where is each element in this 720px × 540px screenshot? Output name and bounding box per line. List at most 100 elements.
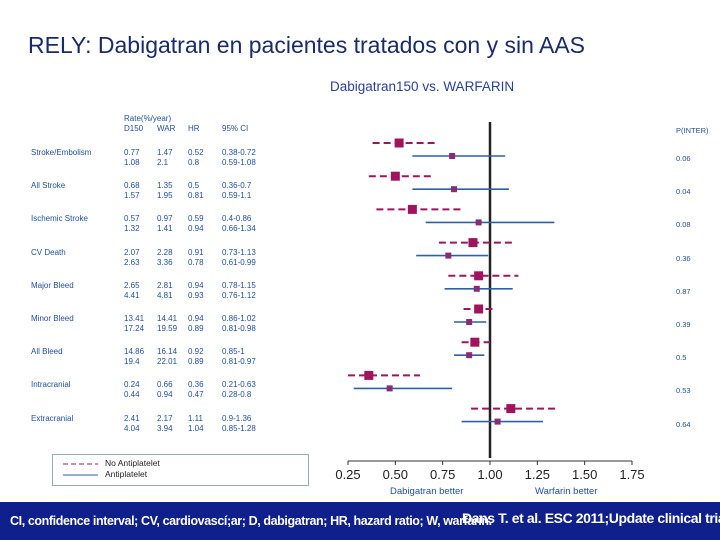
cell-war: 2.28 [157,247,173,257]
cell-ci: 0.59-1.1 [222,191,252,201]
cell-d150: 2.41 [124,413,140,423]
point-antiplatelet [494,418,501,425]
point-no-antiplatelet [470,337,480,347]
cell-d150: 1.08 [124,158,140,167]
cell-ci: 0.81-0.98 [222,324,256,333]
p-interaction: 0.08 [676,220,691,230]
x-tick-label: 1.00 [477,467,503,482]
cell-d150: 0.44 [124,390,140,400]
p-interaction: 0.04 [676,187,691,197]
cell-ci: 0.78-1.15 [222,280,256,290]
cell-ci: 0.36-0.7 [222,181,252,191]
point-antiplatelet [466,319,473,325]
row-label: Extracranial [31,413,74,423]
col-header-hr: HR [188,124,200,133]
cell-ci: 0.28-0.8 [222,390,252,400]
cell-d150: 4.41 [124,290,140,300]
col-header-ci: 95% CI [222,124,249,133]
x-tick-label: 0.75 [430,467,456,482]
cell-ci: 0.85-1 [222,347,245,357]
cell-war: 3.94 [157,423,173,433]
cell-ci: 0.73-1.13 [222,247,256,257]
cell-hr: 0.93 [188,290,204,300]
cell-d150: 0.68 [124,181,140,191]
cell-war: 14.41 [157,314,178,323]
cell-ci: 0.85-1.28 [222,423,256,433]
x-tick-label: 1.75 [619,467,645,482]
cell-hr: 0.94 [188,314,204,323]
row-label: All Bleed [31,347,63,357]
point-antiplatelet [466,352,473,359]
cell-d150: 0.24 [124,380,140,390]
p-interaction: 0.06 [676,154,691,163]
slide-title: RELY: Dabigatran en pacientes tratados c… [28,32,586,58]
point-antiplatelet [449,153,456,159]
row-label: Intracranial [31,380,71,390]
cell-hr: 0.92 [188,347,204,357]
p-interaction: 0.36 [676,253,691,263]
cell-war: 4.81 [157,290,173,300]
legend-antiplatelet: Antiplatelet [105,469,148,479]
legend: No Antiplatelet Antiplatelet [52,454,309,486]
cell-war: 0.97 [157,214,173,224]
cell-war: 3.36 [157,257,173,267]
cell-war: 19.59 [157,324,178,333]
point-no-antiplatelet [390,171,400,181]
cell-d150: 17.24 [124,324,145,333]
row-label: Minor Bleed [31,314,74,323]
cell-d150: 2.65 [124,280,140,290]
cell-war: 16.14 [157,347,178,357]
p-interaction: 0.87 [676,286,691,296]
cell-ci: 0.21-0.63 [222,380,256,390]
p-interaction-header: P(INTER) [676,126,709,135]
cell-d150: 14.86 [124,347,145,357]
point-no-antiplatelet [468,238,478,248]
cell-war: 2.17 [157,413,173,423]
cell-d150: 19.4 [124,357,140,367]
cell-d150: 0.57 [124,214,140,224]
cell-war: 22.01 [157,357,178,367]
point-no-antiplatelet [364,370,374,380]
point-antiplatelet [451,186,458,193]
point-antiplatelet [386,385,393,392]
cell-hr: 0.78 [188,257,204,267]
cell-hr: 0.81 [188,191,204,201]
x-label-right: Warfarin better [535,486,598,497]
cell-hr: 0.94 [188,280,204,290]
row-label: Ischemic Stroke [31,214,88,224]
cell-hr: 0.89 [188,324,204,333]
cell-ci: 0.81-0.97 [222,357,256,367]
point-no-antiplatelet [474,271,484,281]
cell-hr: 1.11 [188,413,203,423]
cell-ci: 0.9-1.36 [222,413,252,423]
cell-hr: 0.52 [188,148,204,157]
cell-hr: 0.8 [188,158,200,167]
cell-ci: 0.59-1.08 [222,158,256,167]
cell-hr: 0.91 [188,247,204,257]
rate-header: Rate(%/year) [124,114,172,123]
chart-title: Dabigatran150 vs. WARFARIN [330,79,515,94]
cell-d150: 2.07 [124,247,140,257]
x-tick-label: 1.25 [524,467,550,482]
cell-war: 2.81 [157,280,173,290]
cell-ci: 0.4-0.86 [222,214,252,224]
p-interaction: 0.5 [676,353,687,363]
row-label: CV Death [31,247,66,257]
cell-war: 0.94 [157,390,173,400]
cell-ci: 0.86-1.02 [222,314,256,323]
point-no-antiplatelet [407,204,417,214]
cell-war: 2.1 [157,158,169,167]
cell-d150: 0.77 [124,148,140,157]
x-tick-label: 0.50 [382,467,408,482]
cell-war: 1.95 [157,191,173,201]
legend-no-antiplatelet: No Antiplatelet [105,458,160,468]
cell-hr: 0.5 [188,181,200,191]
x-label-left: Dabigatran better [390,486,464,497]
cell-ci: 0.76-1.12 [222,290,256,300]
cell-hr: 0.89 [188,357,204,367]
point-no-antiplatelet [506,404,516,414]
footer-citation: Dans T. et al. ESC 2011;Update clinical … [462,510,720,526]
cell-ci: 0.66-1.34 [222,224,256,234]
col-header-war: WAR [157,124,176,133]
